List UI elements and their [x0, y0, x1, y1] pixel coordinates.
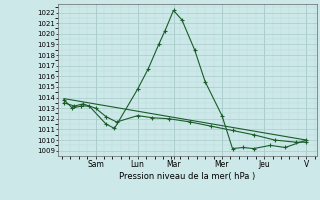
X-axis label: Pression niveau de la mer( hPa ): Pression niveau de la mer( hPa ): [119, 172, 255, 181]
